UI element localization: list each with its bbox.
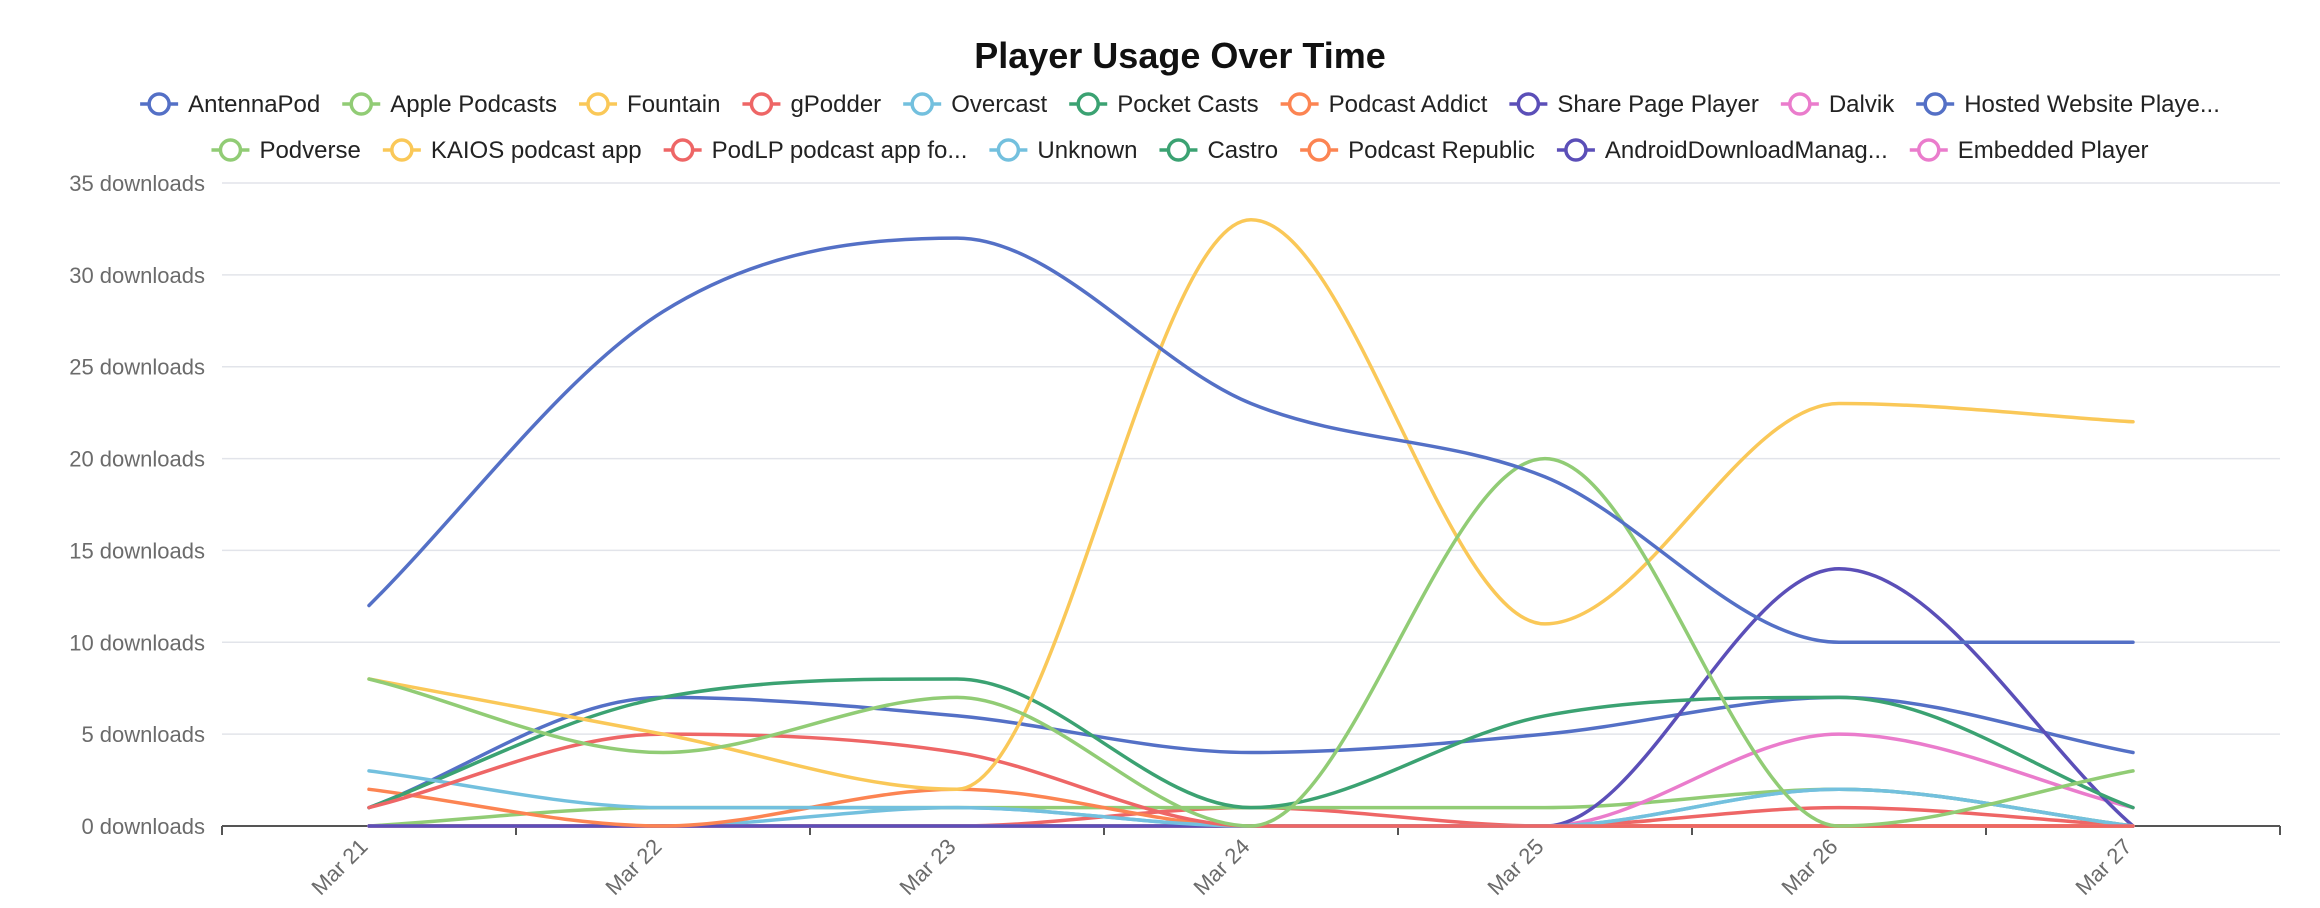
x-axis: Mar 21 Mar 22 Mar 23 Mar 24 Mar 25 Mar 26 Mar … [221,825,2281,900]
legend-item[interactable]: KAIOS podcast app [382,137,642,164]
legend-label: Unknown [1037,137,1137,164]
legend-item[interactable]: Apple Podcasts [342,91,557,118]
legend-circle-icon [1516,92,1541,116]
chart-title: Player Usage Over Time [974,35,1386,76]
legend-item[interactable]: Castro [1159,137,1278,164]
legend-label: Embedded Player [1958,137,2149,164]
legend-label: Podverse [259,137,360,164]
legend-circle-icon [586,92,610,116]
legend-item[interactable]: Hosted Website Playe... [1916,91,2220,118]
legend-label: KAIOS podcast app [431,137,642,164]
legend-circle-icon [1923,92,1947,116]
legend-circle-icon [1307,138,1331,162]
legend-label: Share Page Player [1557,91,1758,118]
legend-item[interactable]: Podcast Addict [1280,91,1488,118]
legend-item[interactable]: Dalvik [1780,91,1895,118]
y-tick-label: 35 downloads [69,171,205,196]
series-line[interactable] [367,677,2135,810]
series-lines [367,217,2135,828]
legend-label: Podcast Addict [1329,91,1488,118]
y-tick-label: 20 downloads [69,447,205,472]
legend-item[interactable]: AndroidDownloadManag... [1556,137,1888,164]
series-line[interactable] [367,769,2135,828]
legend-label: Podcast Republic [1348,137,1535,164]
legend-item[interactable]: Podverse [211,137,361,164]
legend-label: AndroidDownloadManag... [1605,137,1888,164]
legend-item[interactable]: Podcast Republic [1300,137,1535,164]
x-tick-label: Mar 21 [306,834,372,900]
legend-item[interactable]: Embedded Player [1909,137,2149,164]
legend-item[interactable]: AntennaPod [140,91,320,118]
series-line[interactable] [367,732,2135,828]
y-tick-label: 25 downloads [69,355,205,380]
legend-label: Hosted Website Playe... [1964,91,2220,118]
legend-item[interactable]: Unknown [989,137,1137,164]
legend-label: Overcast [951,91,1047,118]
legend-circle-icon [670,138,695,162]
legend-circle-icon [390,138,414,162]
legend-item[interactable]: gPodder [742,91,881,118]
x-tick-label: Mar 23 [894,834,960,900]
legend-label: Dalvik [1829,91,1895,118]
legend-label: Fountain [627,91,720,118]
x-tick-label: Mar 27 [2070,834,2136,900]
legend-item[interactable]: Pocket Casts [1069,91,1259,118]
legend-row: Podverse KAIOS podcast app PodLP podcast a… [211,137,2149,164]
series-line[interactable] [367,217,2135,792]
x-tick-label: Mar 26 [1776,834,1842,900]
legend-label: Apple Podcasts [390,91,557,118]
x-tick-label: Mar 24 [1188,834,1254,900]
legend-circle-icon [749,92,774,116]
legend-label: Pocket Casts [1117,91,1258,118]
legend-circle-icon [996,138,1021,162]
y-axis-ticks: 0 downloads 5 downloads 10 downloads 15 dow… [69,171,205,839]
legend-label: PodLP podcast app fo... [712,137,968,164]
legend-item[interactable]: PodLP podcast app fo... [663,137,968,164]
series-line[interactable] [367,456,2135,828]
legend-circle-icon [1287,92,1312,116]
legend-circle-icon [1917,138,1941,162]
y-tick-label: 0 downloads [81,814,205,839]
legend-circle-icon [1788,92,1812,116]
legend-item[interactable]: Overcast [903,91,1048,118]
x-tick-label: Mar 22 [600,834,666,900]
legend-label: gPodder [790,91,881,118]
series-line[interactable] [367,236,2135,645]
legend: AntennaPod Apple Podcasts Fountain gPodder O… [140,91,2220,164]
legend-circle-icon [147,92,171,116]
legend-label: AntennaPod [188,91,320,118]
legend-row: AntennaPod Apple Podcasts Fountain gPodder O… [140,91,2220,118]
y-tick-label: 10 downloads [69,630,205,655]
series-line[interactable] [367,732,2135,828]
legend-circle-icon [218,138,243,162]
legend-label: Castro [1207,137,1278,164]
gridlines [222,182,2280,735]
legend-circle-icon [1076,92,1100,116]
legend-circle-icon [910,92,934,116]
y-tick-label: 15 downloads [69,538,205,563]
y-tick-label: 30 downloads [69,263,205,288]
x-tick-label: Mar 25 [1482,834,1548,900]
y-tick-label: 5 downloads [81,722,205,747]
legend-item[interactable]: Fountain [579,91,720,118]
legend-circle-icon [349,92,373,116]
legend-circle-icon [1166,138,1191,162]
legend-item[interactable]: Share Page Player [1509,91,1759,118]
legend-circle-icon [1564,138,1588,162]
